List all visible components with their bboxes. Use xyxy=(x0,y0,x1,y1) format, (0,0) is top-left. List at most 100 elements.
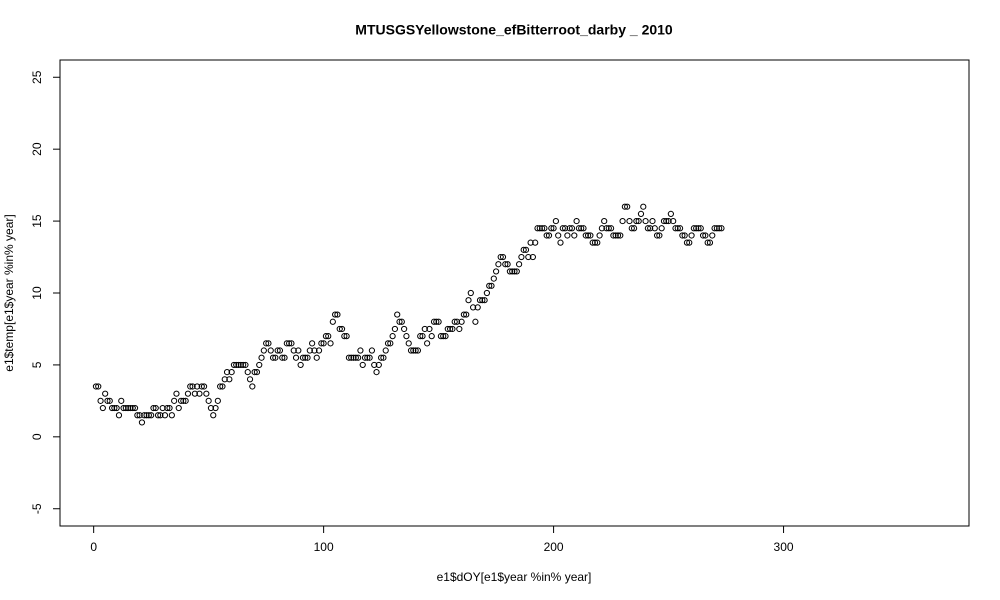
point xyxy=(253,369,261,376)
point xyxy=(387,340,394,347)
point xyxy=(541,225,548,232)
point xyxy=(329,318,336,325)
point xyxy=(522,246,530,253)
point xyxy=(212,404,219,412)
y-axis-label: e1$temp[e1$year %in% year] xyxy=(2,214,16,371)
point xyxy=(619,217,626,225)
point xyxy=(647,225,654,232)
point xyxy=(343,333,350,340)
point xyxy=(706,239,714,246)
point xyxy=(686,239,693,246)
point xyxy=(148,412,155,419)
point xyxy=(582,232,589,239)
point xyxy=(683,239,691,246)
point xyxy=(141,412,148,419)
point xyxy=(412,347,419,354)
point xyxy=(338,325,346,333)
point xyxy=(644,225,651,232)
point xyxy=(210,412,217,419)
point xyxy=(118,397,125,404)
point xyxy=(182,397,189,404)
point xyxy=(476,297,484,304)
point xyxy=(258,354,265,361)
point xyxy=(108,404,116,412)
point xyxy=(497,253,504,261)
point xyxy=(265,340,272,347)
point xyxy=(525,253,532,261)
point xyxy=(115,412,123,419)
point xyxy=(269,354,277,361)
point xyxy=(320,340,327,347)
point xyxy=(605,225,612,232)
point xyxy=(299,354,307,361)
point xyxy=(205,397,212,404)
point xyxy=(311,347,318,354)
point xyxy=(246,376,254,383)
point xyxy=(129,404,136,412)
point xyxy=(424,340,431,347)
point xyxy=(490,275,497,282)
point xyxy=(658,225,665,232)
point xyxy=(564,232,571,239)
point xyxy=(410,347,417,354)
point xyxy=(359,361,366,369)
point xyxy=(437,333,445,340)
point xyxy=(566,225,573,232)
point xyxy=(515,261,523,268)
point xyxy=(357,347,364,354)
point xyxy=(591,239,599,246)
point xyxy=(603,225,610,232)
point xyxy=(398,318,405,325)
point xyxy=(122,404,129,412)
point xyxy=(520,246,527,253)
point xyxy=(366,354,373,361)
point xyxy=(665,217,672,225)
point xyxy=(221,376,228,383)
point xyxy=(315,347,323,354)
point xyxy=(449,325,456,333)
point xyxy=(249,383,256,390)
point xyxy=(607,225,615,232)
point xyxy=(286,340,293,347)
point xyxy=(713,225,720,232)
point xyxy=(272,354,279,361)
point xyxy=(99,404,106,412)
point xyxy=(380,354,387,361)
point xyxy=(532,239,539,246)
point xyxy=(200,383,208,390)
point xyxy=(313,354,320,361)
point xyxy=(543,232,550,239)
point xyxy=(589,239,596,246)
point xyxy=(242,361,249,369)
point xyxy=(458,318,465,325)
point xyxy=(594,239,601,246)
x-tick-label: 200 xyxy=(544,540,564,554)
point xyxy=(228,369,235,376)
point xyxy=(679,232,686,239)
point xyxy=(676,225,684,232)
point xyxy=(538,225,546,232)
point xyxy=(161,412,169,419)
point xyxy=(244,369,251,376)
point xyxy=(630,225,638,232)
point xyxy=(504,261,511,268)
point xyxy=(493,268,500,275)
point xyxy=(102,390,109,397)
point xyxy=(134,412,141,419)
point xyxy=(382,347,389,354)
point xyxy=(279,354,286,361)
point xyxy=(304,354,311,361)
point xyxy=(695,225,702,232)
point xyxy=(336,325,343,333)
point xyxy=(612,232,619,239)
point xyxy=(580,225,587,232)
point xyxy=(256,361,263,369)
point xyxy=(214,397,221,404)
point xyxy=(175,404,182,412)
point xyxy=(552,217,559,225)
point xyxy=(598,225,605,232)
y-tick-label: -5 xyxy=(30,503,44,514)
point xyxy=(405,340,412,347)
point xyxy=(428,333,435,340)
